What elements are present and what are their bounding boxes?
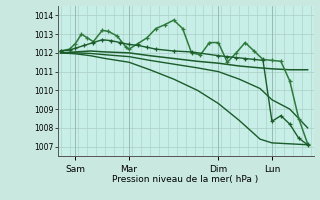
X-axis label: Pression niveau de la mer( hPa ): Pression niveau de la mer( hPa ) bbox=[112, 175, 259, 184]
